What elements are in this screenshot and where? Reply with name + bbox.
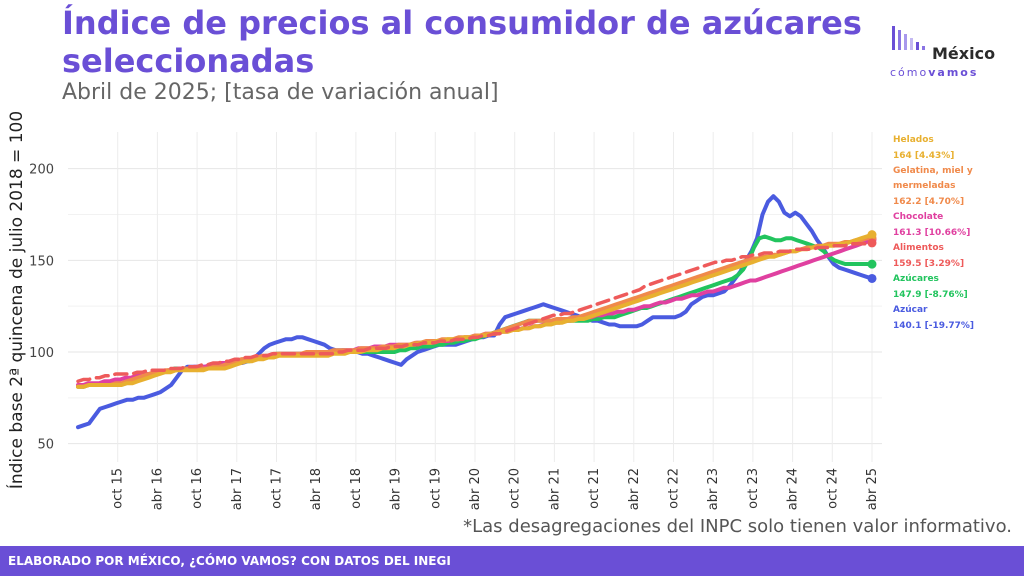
legend-entry-name: Chocolate [893, 212, 943, 222]
x-tick-label: oct 16 [190, 468, 205, 509]
brand-logo: México cómovamos [890, 24, 1010, 84]
series-endpoint [867, 273, 877, 283]
y-tick-label: 200 [29, 163, 54, 178]
y-axis-ticks: 50 100 150 200 [29, 163, 54, 453]
x-tick-label: oct 15 [111, 468, 126, 509]
logo-word-como-vamos: cómovamos [890, 66, 979, 79]
x-tick-label: oct 18 [349, 468, 364, 509]
chart-grid [68, 132, 882, 462]
x-tick-label: abr 16 [150, 468, 165, 510]
legend-entry-name: Alimentos [893, 243, 944, 253]
legend-entry-name: Azúcar [893, 305, 928, 315]
x-tick-label: abr 23 [706, 468, 721, 510]
series-line [76, 241, 874, 384]
x-tick-label: oct 17 [270, 468, 285, 509]
y-tick-label: 150 [29, 254, 54, 269]
x-tick-label: oct 22 [667, 468, 682, 509]
legend-entry-name: Helados [893, 135, 934, 145]
x-axis-ticks: oct 15 abr 16 oct 16 abr 17 oct 17 abr 18 oct … [111, 468, 880, 510]
x-tick-label: abr 22 [627, 468, 642, 510]
logo-word-mexico: México [932, 44, 996, 63]
series-endpoint [867, 238, 877, 248]
y-tick-label: 50 [37, 438, 54, 453]
legend-entry-value: 162.2 [4.70%] [893, 197, 964, 207]
x-tick-label: oct 23 [746, 468, 761, 509]
legend-entry-name: Gelatina, miel y mermeladas [893, 166, 973, 191]
series-endpoint [867, 259, 877, 269]
x-tick-label: abr 18 [309, 468, 324, 510]
x-tick-label: abr 24 [786, 468, 801, 510]
x-tick-label: abr 25 [865, 468, 880, 510]
legend-entry-value: 140.1 [-19.77%] [893, 321, 974, 331]
legend-entry-value: 161.3 [10.66%] [893, 228, 970, 238]
x-tick-label: oct 19 [428, 468, 443, 509]
x-tick-label: abr 21 [547, 468, 562, 510]
footer-credit: ELABORADO POR MÉXICO, ¿CÓMO VAMOS? CON D… [0, 546, 1024, 576]
page-title: Índice de precios al consumidor de azúca… [62, 4, 862, 80]
x-tick-label: abr 19 [389, 468, 404, 510]
x-tick-label: oct 24 [825, 468, 840, 509]
legend-entry-name: Azúcares [893, 274, 939, 284]
x-tick-label: oct 20 [508, 468, 523, 509]
series-endpoint [867, 230, 877, 240]
x-tick-label: abr 20 [468, 468, 483, 510]
legend-entry-value: 164 [4.43%] [893, 151, 954, 161]
chart-legend: Helados 164 [4.43%] Gelatina, miel y mermel… [893, 135, 974, 331]
logo-bars-icon [892, 26, 925, 50]
legend-entry-value: 147.9 [-8.76%] [893, 290, 968, 300]
footnote: *Las desagregaciones del INPC solo tiene… [463, 516, 1012, 537]
chart-series [76, 194, 877, 430]
y-tick-label: 100 [29, 346, 54, 361]
x-tick-label: abr 17 [230, 468, 245, 510]
page-subtitle: Abril de 2025; [tasa de variación anual] [62, 80, 499, 105]
legend-entry-value: 159.5 [3.29%] [893, 259, 964, 269]
x-tick-label: oct 21 [587, 468, 602, 509]
y-axis-label: Índice base 2ª quincena de julio 2018 = … [5, 111, 27, 489]
